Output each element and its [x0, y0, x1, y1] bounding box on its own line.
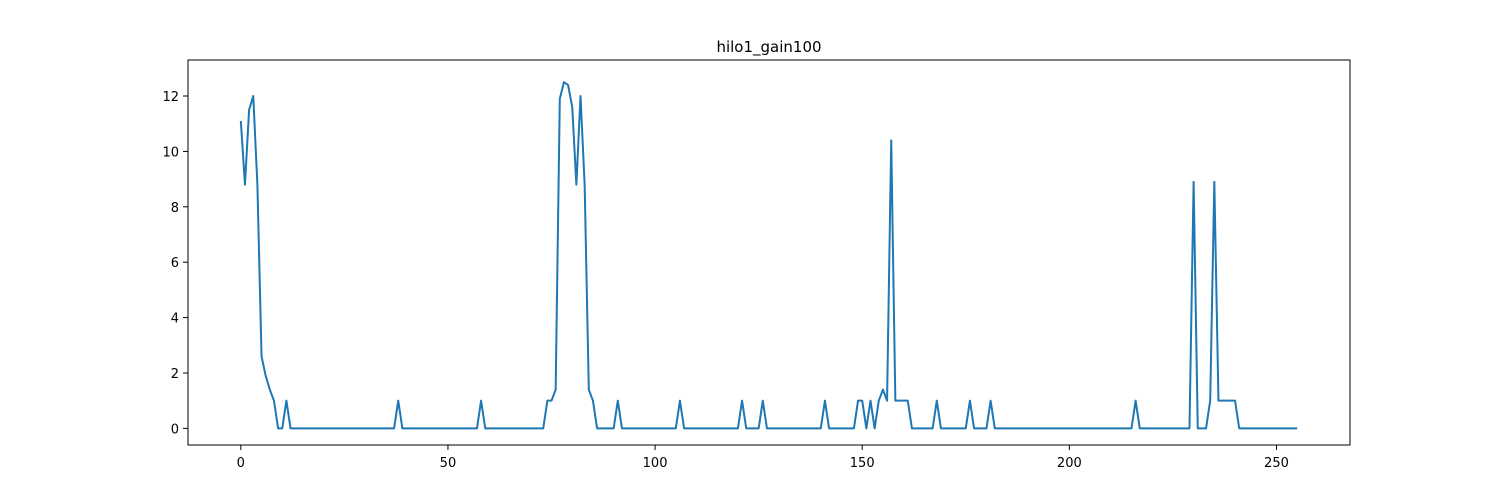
x-axis: 0 50 100 150 200 250 [237, 445, 1289, 471]
series-line-0 [239, 81, 1298, 430]
y-tick-label: 8 [171, 201, 179, 216]
y-tick-label: 2 [171, 367, 179, 382]
axes-frame [187, 59, 1351, 446]
x-tick-label: 200 [1057, 456, 1082, 471]
chart-title: hilo1_gain100 [716, 38, 821, 57]
x-tick-label: 50 [440, 456, 457, 471]
y-tick-label: 0 [171, 422, 179, 437]
y-tick-label: 6 [171, 256, 179, 271]
x-tick-label: 100 [643, 456, 668, 471]
y-axis: 0 2 4 6 8 10 12 [162, 90, 188, 437]
y-tick-label: 4 [171, 312, 179, 327]
y-tick-label: 12 [162, 90, 179, 105]
y-tick-label: 10 [162, 145, 179, 160]
x-tick-label: 250 [1264, 456, 1289, 471]
plot-area [239, 81, 1298, 430]
x-tick-label: 150 [850, 456, 875, 471]
x-tick-label: 0 [237, 456, 245, 471]
